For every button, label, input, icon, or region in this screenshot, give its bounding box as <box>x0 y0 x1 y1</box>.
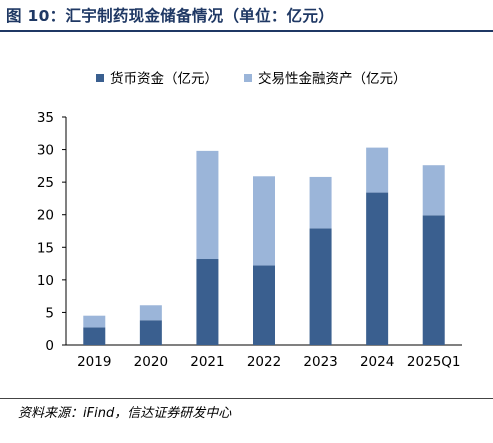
figure-title: 图 10：汇宇制药现金储备情况（单位：亿元） <box>6 7 335 25</box>
bar-cash <box>366 192 389 345</box>
bar-trading-assets <box>366 147 389 193</box>
bar-cash <box>309 228 332 345</box>
y-tick-label: 0 <box>45 338 54 354</box>
y-tick-label: 20 <box>37 208 54 224</box>
x-tick-label: 2022 <box>247 354 281 370</box>
x-tick-label: 2021 <box>190 354 224 370</box>
bar-cash <box>422 215 445 345</box>
source-rule <box>0 398 493 399</box>
bar-trading-assets <box>309 176 332 229</box>
bar-cash <box>196 259 219 345</box>
y-tick-label: 10 <box>37 273 54 289</box>
legend: 货币资金（亿元） 交易性金融资产（亿元） <box>96 70 407 87</box>
legend-label-2: 交易性金融资产（亿元） <box>258 70 407 87</box>
y-tick-label: 5 <box>45 305 54 321</box>
bars <box>83 147 445 345</box>
bar-trading-assets <box>422 165 445 216</box>
bar-cash <box>253 265 275 345</box>
bar-trading-assets <box>253 176 275 266</box>
legend-swatch-2 <box>244 74 252 82</box>
bar-trading-assets <box>139 305 162 321</box>
y-tick-label: 25 <box>37 175 54 191</box>
bar-trading-assets <box>83 315 106 328</box>
bar-trading-assets <box>196 150 219 260</box>
title-rule <box>0 30 493 32</box>
x-tick-label: 2023 <box>303 354 337 370</box>
x-tick-label: 2025Q1 <box>407 354 461 370</box>
bar-cash <box>139 320 162 345</box>
y-tick-label: 35 <box>37 110 54 126</box>
x-axis: 2019 2020 2021 2022 2023 2024 2025Q1 <box>66 344 462 370</box>
bar-cash <box>83 327 106 345</box>
y-tick-label: 15 <box>37 240 54 256</box>
x-tick-label: 2020 <box>134 354 168 370</box>
source-note: 资料来源：iFind，信达证券研发中心 <box>18 406 232 421</box>
x-tick-label: 2019 <box>77 354 111 370</box>
y-axis: 0 5 10 15 20 25 30 35 <box>37 110 67 354</box>
y-tick-label: 30 <box>37 143 54 159</box>
legend-swatch-1 <box>96 74 104 82</box>
x-tick-label: 2024 <box>360 354 394 370</box>
legend-label-1: 货币资金（亿元） <box>110 70 218 87</box>
